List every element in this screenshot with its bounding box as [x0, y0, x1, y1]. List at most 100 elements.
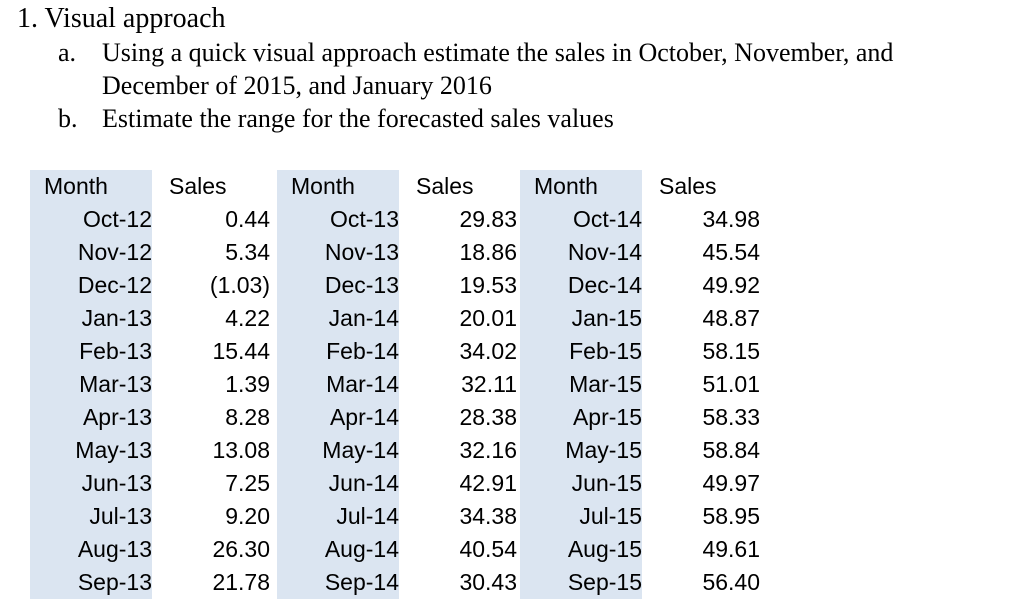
month-cell: Jun-15 — [520, 467, 642, 500]
sales-column-header: Sales — [152, 170, 270, 203]
month-cell: Sep-15 — [520, 566, 642, 599]
table-row: Jun-13 7.25 — [30, 467, 270, 500]
month-cell: Aug-15 — [520, 533, 642, 566]
sales-cell: 0.44 — [152, 203, 270, 236]
month-cell: Sep-13 — [30, 566, 152, 599]
month-cell: Oct-13 — [277, 203, 399, 236]
month-cell: Jun-14 — [277, 467, 399, 500]
table-header-row: Month Sales — [520, 170, 760, 203]
month-cell: Jan-14 — [277, 302, 399, 335]
sales-cell: 4.22 — [152, 302, 270, 335]
table-row: Apr-15 58.33 — [520, 401, 760, 434]
table-row: May-15 58.84 — [520, 434, 760, 467]
sales-cell: 5.34 — [152, 236, 270, 269]
table-row: Aug-15 49.61 — [520, 533, 760, 566]
sales-cell: 49.97 — [642, 467, 760, 500]
sales-cell: 9.20 — [152, 500, 270, 533]
sales-cell: 29.83 — [399, 203, 517, 236]
table-header-row: Month Sales — [277, 170, 517, 203]
month-cell: Jul-13 — [30, 500, 152, 533]
month-cell: Oct-12 — [30, 203, 152, 236]
sales-cell: 18.86 — [399, 236, 517, 269]
month-cell: Nov-12 — [30, 236, 152, 269]
month-cell: May-13 — [30, 434, 152, 467]
table-row: Sep-14 30.43 — [277, 566, 517, 599]
month-cell: Apr-14 — [277, 401, 399, 434]
table-row: Apr-14 28.38 — [277, 401, 517, 434]
sales-table-2012-2013: Month Sales Oct-12 0.44 Nov-12 5.34 Dec-12 (1.0… — [30, 170, 270, 599]
table-row: Jan-15 48.87 — [520, 302, 760, 335]
sales-cell: 1.39 — [152, 368, 270, 401]
table-row: Sep-15 56.40 — [520, 566, 760, 599]
month-cell: Aug-14 — [277, 533, 399, 566]
sales-cell: 15.44 — [152, 335, 270, 368]
sales-cell: 8.28 — [152, 401, 270, 434]
sales-cell: 30.43 — [399, 566, 517, 599]
table-row: Jan-13 4.22 — [30, 302, 270, 335]
table-row: Jan-14 20.01 — [277, 302, 517, 335]
sales-cell: 42.91 — [399, 467, 517, 500]
sales-cell: 58.15 — [642, 335, 760, 368]
month-cell: Dec-14 — [520, 269, 642, 302]
sales-cell: 51.01 — [642, 368, 760, 401]
table-header-row: Month Sales — [30, 170, 270, 203]
sales-cell: 13.08 — [152, 434, 270, 467]
problem-line: December of 2015, and January 2016 — [102, 71, 492, 100]
table-row: Jun-15 49.97 — [520, 467, 760, 500]
month-cell: Mar-13 — [30, 368, 152, 401]
table-row: Aug-13 26.30 — [30, 533, 270, 566]
table-row: Dec-13 19.53 — [277, 269, 517, 302]
month-cell: Jul-15 — [520, 500, 642, 533]
sales-column-header: Sales — [399, 170, 517, 203]
month-cell: Apr-15 — [520, 401, 642, 434]
table-row: Aug-14 40.54 — [277, 533, 517, 566]
month-cell: Nov-13 — [277, 236, 399, 269]
table-row: Nov-14 45.54 — [520, 236, 760, 269]
table-row: Dec-12 (1.03) — [30, 269, 270, 302]
month-cell: Feb-14 — [277, 335, 399, 368]
table-row: Oct-13 29.83 — [277, 203, 517, 236]
table-row: Dec-14 49.92 — [520, 269, 760, 302]
table-row: Feb-14 34.02 — [277, 335, 517, 368]
table-row: Jun-14 42.91 — [277, 467, 517, 500]
sales-cell: 58.84 — [642, 434, 760, 467]
month-cell: Sep-14 — [277, 566, 399, 599]
table-row: Sep-13 21.78 — [30, 566, 270, 599]
table-row: Nov-12 5.34 — [30, 236, 270, 269]
table-row: Apr-13 8.28 — [30, 401, 270, 434]
sales-cell: 58.33 — [642, 401, 760, 434]
month-column-header: Month — [277, 170, 399, 203]
sales-cell: 20.01 — [399, 302, 517, 335]
item-b-text: Estimate the range for the forecasted sa… — [102, 102, 1024, 135]
month-cell: Mar-15 — [520, 368, 642, 401]
problem-item-a: a. Using a quick visual approach estimat… — [0, 36, 1024, 102]
problem-line: Estimate the range for the forecasted sa… — [102, 104, 614, 133]
month-cell: Nov-14 — [520, 236, 642, 269]
sales-table-2013-2014: Month Sales Oct-13 29.83 Nov-13 18.86 Dec-13 19… — [277, 170, 517, 599]
table-row: Feb-13 15.44 — [30, 335, 270, 368]
sales-column-header: Sales — [642, 170, 760, 203]
month-cell: May-14 — [277, 434, 399, 467]
table-row: Mar-15 51.01 — [520, 368, 760, 401]
month-cell: Aug-13 — [30, 533, 152, 566]
table-row: Jul-15 58.95 — [520, 500, 760, 533]
sales-cell: 26.30 — [152, 533, 270, 566]
month-cell: Apr-13 — [30, 401, 152, 434]
sales-cell: 40.54 — [399, 533, 517, 566]
table-row: Nov-13 18.86 — [277, 236, 517, 269]
sales-cell: 49.92 — [642, 269, 760, 302]
problem-item-b: b. Estimate the range for the forecasted… — [0, 102, 1024, 135]
month-cell: Jun-13 — [30, 467, 152, 500]
item-b-marker: b. — [58, 104, 78, 133]
table-row: Jul-14 34.38 — [277, 500, 517, 533]
item-a-text: Using a quick visual approach estimate t… — [102, 36, 1024, 102]
sales-cell: 21.78 — [152, 566, 270, 599]
sales-table-2014-2015: Month Sales Oct-14 34.98 Nov-14 45.54 Dec-14 49… — [520, 170, 760, 599]
month-cell: Oct-14 — [520, 203, 642, 236]
month-column-header: Month — [30, 170, 152, 203]
table-row: Jul-13 9.20 — [30, 500, 270, 533]
table-row: Mar-13 1.39 — [30, 368, 270, 401]
sales-cell: 34.02 — [399, 335, 517, 368]
sales-data-tables: Month Sales Oct-12 0.44 Nov-12 5.34 Dec-12 (1.0… — [30, 170, 1024, 599]
